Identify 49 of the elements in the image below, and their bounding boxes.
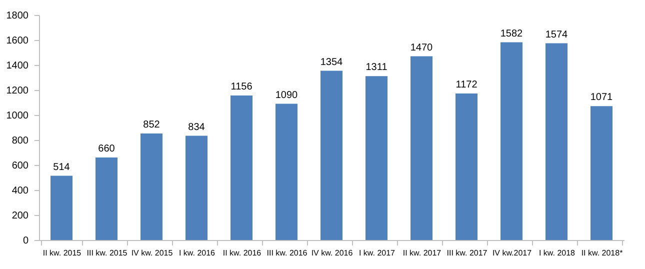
bar [96, 158, 118, 240]
x-tick-label: II kw. 2017 [402, 248, 442, 258]
y-tick-label: 800 [12, 136, 29, 146]
data-label: 1582 [500, 28, 524, 40]
y-tick-label: 1000 [6, 110, 29, 122]
data-label: 1172 [456, 80, 478, 90]
x-tick-label: I kw. 2018 [538, 248, 576, 258]
y-tick-label: 1800 [6, 10, 29, 22]
bar [366, 76, 388, 240]
y-tick-label: 1400 [6, 60, 29, 72]
data-label: 852 [143, 120, 160, 130]
data-label: 1311 [366, 62, 388, 74]
data-label: 1071 [590, 92, 614, 104]
y-tick-label: 0 [22, 236, 29, 246]
data-label: 1354 [320, 56, 344, 68]
x-tick-label: II kw. 2015 [42, 248, 82, 258]
bar [230, 96, 252, 240]
bar [590, 106, 612, 240]
y-tick-label: 1200 [6, 86, 29, 96]
x-tick-label: IV kw. 2016 [311, 248, 354, 258]
data-label: 514 [53, 162, 70, 173]
bar [276, 104, 298, 240]
data-label: 660 [98, 144, 116, 154]
data-label: 1156 [230, 82, 253, 92]
bar [500, 42, 522, 240]
x-tick-label: III kw. 2016 [266, 248, 308, 258]
x-tick-label: I kw. 2016 [178, 248, 216, 258]
bar [546, 43, 568, 240]
data-label: 1574 [545, 29, 568, 40]
y-tick-label: 600 [12, 160, 29, 172]
x-tick-label: II kw. 2018* [581, 248, 623, 258]
x-tick-label: I kw. 2017 [358, 248, 396, 258]
x-tick-label: III kw. 2015 [86, 248, 128, 258]
y-tick-label: 200 [12, 210, 29, 222]
x-tick-label: III kw. 2017 [446, 248, 488, 258]
x-tick-label: IV kw. 2015 [131, 248, 174, 258]
bar [456, 94, 478, 240]
data-label: 1470 [410, 42, 434, 54]
y-tick-label: 1600 [6, 36, 29, 46]
data-label: 834 [188, 122, 206, 133]
bar [140, 134, 162, 240]
bar [186, 136, 208, 240]
bar [320, 70, 342, 240]
x-tick-label: IV kw.2017 [492, 248, 532, 258]
data-label: 1090 [275, 90, 298, 101]
bar [50, 176, 72, 240]
bar [410, 56, 432, 240]
x-tick-label: II kw. 2016 [222, 248, 262, 258]
y-tick-label: 400 [12, 186, 29, 196]
